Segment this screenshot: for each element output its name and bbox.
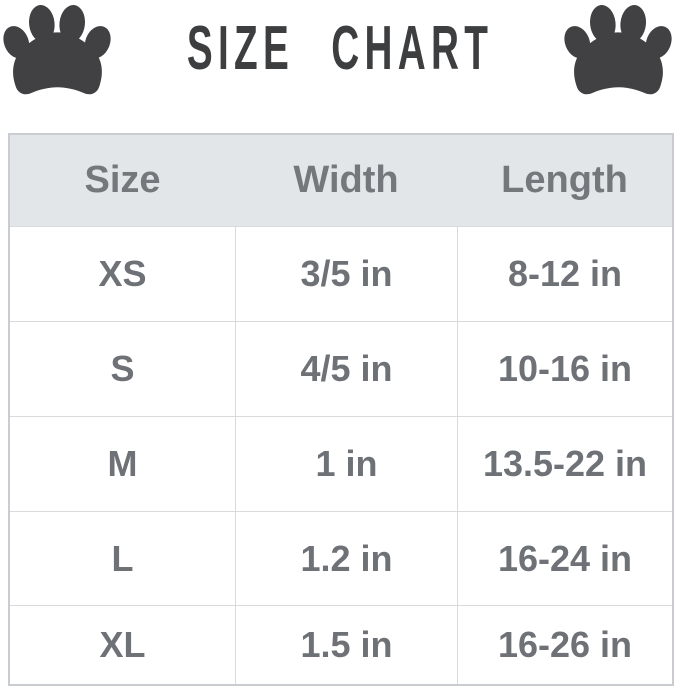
page-header: SIZE CHART [0, 0, 679, 110]
size-cell: L [111, 537, 134, 579]
width-cell: 3/5 in [235, 227, 457, 321]
length-cell: 10-16 in [457, 322, 672, 416]
width-cell: 4/5 in [235, 322, 457, 416]
table-row-xl: XL 1.5 in 16-26 in [10, 605, 672, 684]
length-cell: 8-12 in [457, 227, 672, 321]
size-cell: S [110, 348, 135, 389]
table-row-xs: XS 3/5 in 8-12 in [10, 226, 672, 321]
size-cell: XS [98, 253, 147, 294]
table-row-m: M 1 in 13.5-22 in [10, 416, 672, 511]
column-header-length: Length [501, 159, 628, 201]
paw-icon [563, 3, 674, 101]
column-header-size: Size [84, 159, 161, 201]
title-wrap: SIZE CHART [0, 0, 679, 98]
length-cell: 16-24 in [457, 512, 672, 605]
table-row-l: L 1.2 in 16-24 in [10, 511, 672, 605]
column-header-width: Width [293, 159, 399, 201]
length-cell: 13.5-22 in [457, 417, 672, 511]
width-cell: 1 in [235, 417, 457, 511]
size-cell: XL [99, 624, 146, 665]
width-cell: 1.5 in [235, 606, 457, 684]
table-header-row: Size Width Length [10, 135, 672, 226]
page-title: SIZE CHART [186, 13, 493, 84]
size-table: Size Width Length XS 3/5 in 8-12 in S 4/… [8, 133, 674, 686]
size-cell: M [107, 443, 138, 484]
paw-icon [2, 3, 113, 101]
length-cell: 16-26 in [457, 606, 672, 684]
table-row-s: S 4/5 in 10-16 in [10, 321, 672, 416]
width-cell: 1.2 in [235, 512, 457, 605]
